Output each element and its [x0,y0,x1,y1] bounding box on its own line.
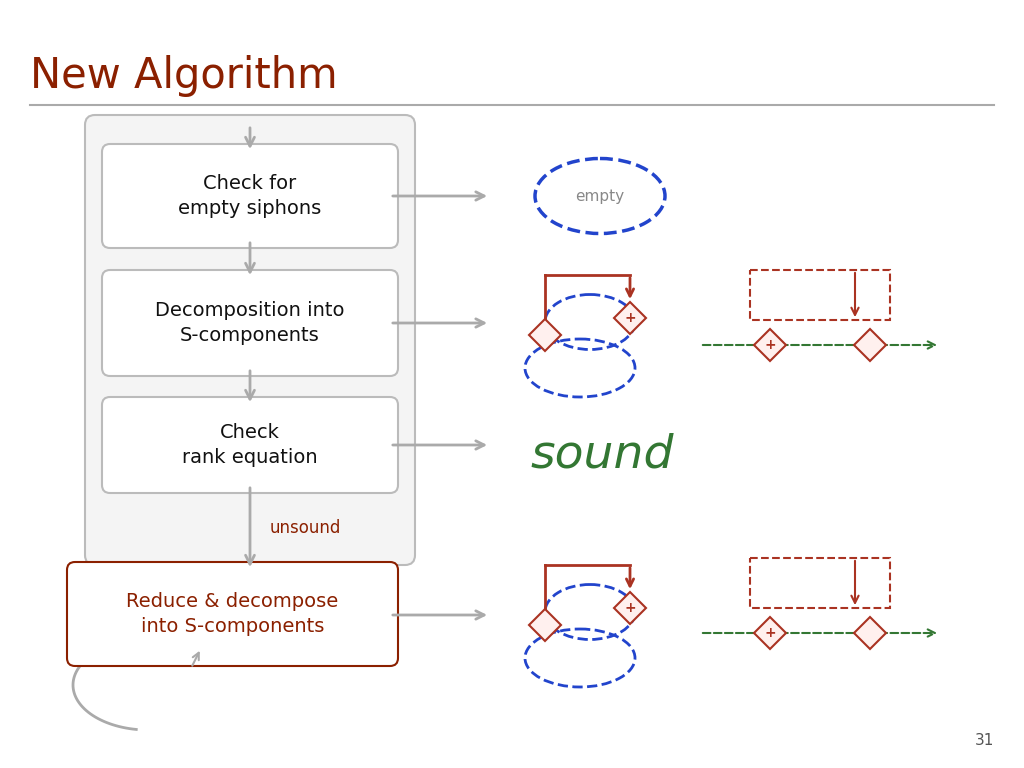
FancyBboxPatch shape [102,270,398,376]
Text: +: + [764,626,776,640]
Text: empty: empty [575,188,625,204]
Text: +: + [625,601,636,615]
Polygon shape [614,592,646,624]
Text: New Algorithm: New Algorithm [30,55,338,97]
Text: Reduce & decompose
into S-components: Reduce & decompose into S-components [126,592,339,636]
Text: 31: 31 [975,733,994,748]
Polygon shape [754,329,786,361]
Polygon shape [614,302,646,334]
Polygon shape [854,329,886,361]
Text: unsound: unsound [270,519,341,537]
Text: Check
rank equation: Check rank equation [182,423,317,467]
FancyBboxPatch shape [102,144,398,248]
Text: Check for
empty siphons: Check for empty siphons [178,174,322,218]
Polygon shape [529,319,561,351]
FancyBboxPatch shape [102,397,398,493]
Polygon shape [529,609,561,641]
FancyBboxPatch shape [85,115,415,565]
Text: Decomposition into
S-components: Decomposition into S-components [156,301,345,345]
FancyBboxPatch shape [67,562,398,666]
Polygon shape [854,617,886,649]
Polygon shape [754,617,786,649]
Text: sound: sound [530,432,674,478]
Text: +: + [764,338,776,352]
Text: +: + [625,311,636,325]
